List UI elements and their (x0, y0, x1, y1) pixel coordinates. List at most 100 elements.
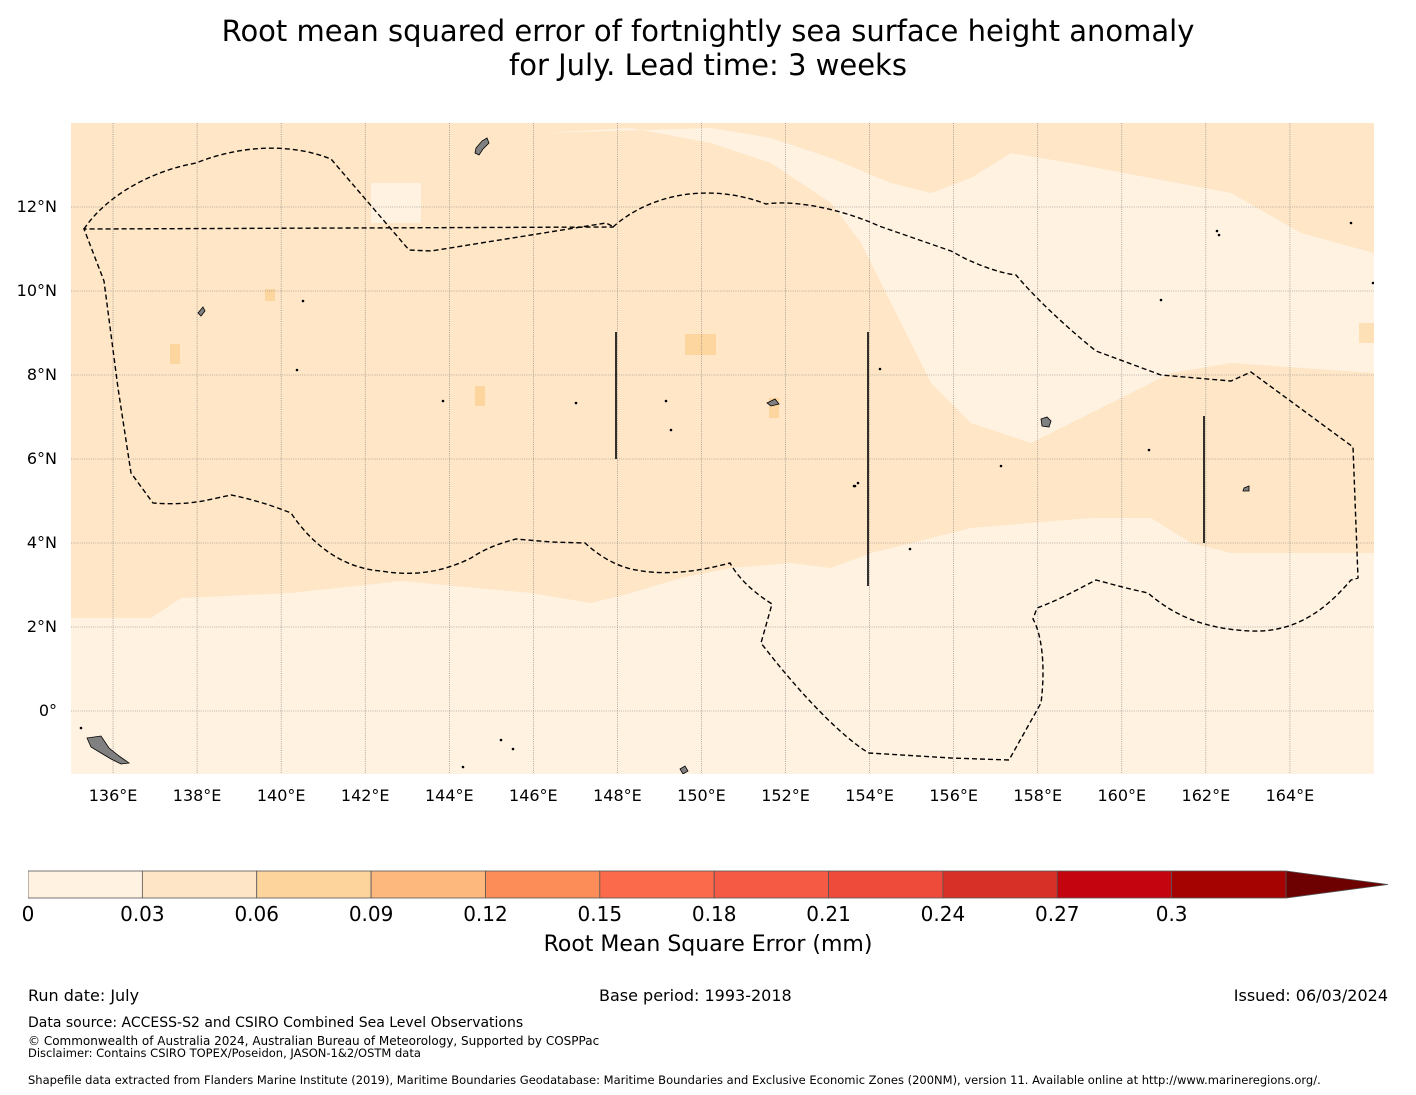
lon-tick-label: 162°E (1181, 786, 1231, 805)
island-chuuk (766, 398, 780, 407)
lat-tick-label: 12°N (16, 197, 57, 216)
field-medium-5 (769, 398, 779, 418)
lon-tick-label: 138°E (172, 786, 222, 805)
islet-5 (664, 399, 668, 403)
field-medium-2 (265, 289, 275, 301)
islet-9 (908, 547, 912, 551)
island-guam (474, 137, 490, 156)
islet-20 (853, 484, 857, 488)
colorbar-tick-label: 0.27 (1035, 902, 1080, 926)
island-kosrae (1040, 416, 1052, 428)
map-canvas (71, 123, 1374, 774)
islet-11 (1159, 298, 1163, 302)
colorbar-tick-label: 0 (21, 902, 35, 926)
boundary-lines (615, 332, 1205, 586)
colorbar-tick-label: 0.12 (463, 902, 508, 926)
colorbar-extend-arrow (1285, 870, 1388, 899)
island-pohnpei (1242, 485, 1250, 492)
field-low-north (541, 128, 1374, 443)
colorbar-segment (485, 870, 601, 899)
lon-tick-label: 164°E (1265, 786, 1315, 805)
field-medium-3 (475, 386, 485, 406)
copyright: © Commonwealth of Australia 2024, Austra… (28, 1034, 600, 1048)
colorbar-tick-label: 0.18 (691, 902, 737, 926)
lon-tick-label: 160°E (1097, 786, 1147, 805)
field-low-patch-b (1071, 323, 1131, 363)
data-source: Data source: ACCESS-S2 and CSIRO Combine… (28, 1015, 524, 1031)
colorbar-segment (370, 870, 486, 899)
island-palau (197, 306, 206, 317)
colorbar-tick-label: 0.24 (920, 902, 966, 926)
eez-boundary-fsm-west (83, 147, 614, 252)
islet-13 (1215, 229, 1219, 233)
lon-tick-label: 146°E (509, 786, 558, 805)
colorbar-segment (141, 870, 258, 899)
lon-tick-label: 156°E (929, 786, 978, 805)
eez-boundaries (82, 147, 1359, 761)
islet-1 (301, 299, 305, 303)
lon-tick-label: 136°E (88, 786, 138, 805)
lat-tick-label: 10°N (16, 281, 57, 300)
colorbar-segment (942, 870, 1058, 899)
lon-tick-label: 152°E (761, 786, 810, 805)
chart-title: Root mean squared error of fortnightly s… (0, 14, 1416, 82)
colorbar (28, 870, 1388, 899)
islet-18 (511, 747, 515, 751)
lon-tick-label: 140°E (256, 786, 306, 805)
islet-6 (669, 428, 673, 432)
islet-2 (295, 368, 299, 372)
gridlines (71, 123, 1374, 774)
lon-tick-label: 142°E (340, 786, 390, 805)
field-medium-1 (170, 344, 180, 364)
islet-7 (878, 367, 882, 371)
disclaimer: Disclaimer: Contains CSIRO TOPEX/Poseido… (28, 1046, 421, 1060)
islet-4 (574, 401, 578, 405)
island-new-guinea (86, 735, 131, 765)
run-date: Run date: July (28, 986, 140, 1005)
colorbar-tick-label: 0.21 (806, 902, 851, 926)
title-line-1: Root mean squared error of fortnightly s… (221, 14, 1195, 48)
colorbar-tick-label: 0.06 (234, 902, 279, 926)
colorbar-tick-label: 0.3 (1155, 902, 1188, 926)
lat-tick-label: 4°N (26, 533, 57, 552)
islet-17 (499, 738, 503, 742)
title-line-2: for July. Lead time: 3 weeks (509, 48, 907, 82)
islet-12 (1147, 448, 1151, 452)
islet-14 (1349, 221, 1353, 225)
shapefile-credit: Shapefile data extracted from Flanders M… (28, 1073, 1321, 1087)
field-low-south (71, 518, 1374, 774)
colorbar-segment (599, 870, 715, 899)
lon-tick-label: 158°E (1013, 786, 1063, 805)
lat-tick-label: 2°N (26, 617, 57, 636)
lat-tick-label: 0° (38, 701, 57, 720)
colorbar-segment (256, 870, 372, 899)
islet-21 (856, 481, 860, 485)
lon-tick-label: 154°E (845, 786, 894, 805)
base-period: Base period: 1993-2018 (599, 986, 792, 1005)
lat-tick-label: 6°N (26, 449, 57, 468)
islet-3 (441, 399, 445, 403)
issued-date: Issued: 06/03/2024 (1233, 986, 1388, 1005)
field-low-patch-a (371, 183, 421, 223)
islet-10 (999, 464, 1003, 468)
islet-19 (461, 765, 465, 769)
land (79, 137, 1374, 774)
field-low-ne (1191, 123, 1374, 183)
islet-16 (79, 726, 83, 730)
colorbar-segment (1171, 870, 1287, 899)
lon-tick-label: 148°E (593, 786, 642, 805)
colorbar-segment (828, 870, 944, 899)
colorbar-tick-label: 0.09 (348, 902, 394, 926)
colorbar-label: Root Mean Square Error (mm) (543, 932, 873, 957)
colorbar-tick-label: 0.03 (120, 902, 165, 926)
lon-tick-label: 144°E (424, 786, 474, 805)
lat-tick-label: 8°N (26, 365, 57, 384)
lon-tick-label: 150°E (677, 786, 726, 805)
map-panel (71, 123, 1374, 774)
islet-15 (1371, 281, 1374, 285)
rmse-field (71, 123, 1374, 774)
colorbar-tick-label: 0.15 (577, 902, 623, 926)
island-new-ireland (679, 765, 689, 774)
islet-22 (1217, 233, 1221, 237)
colorbar-segment (28, 870, 143, 899)
